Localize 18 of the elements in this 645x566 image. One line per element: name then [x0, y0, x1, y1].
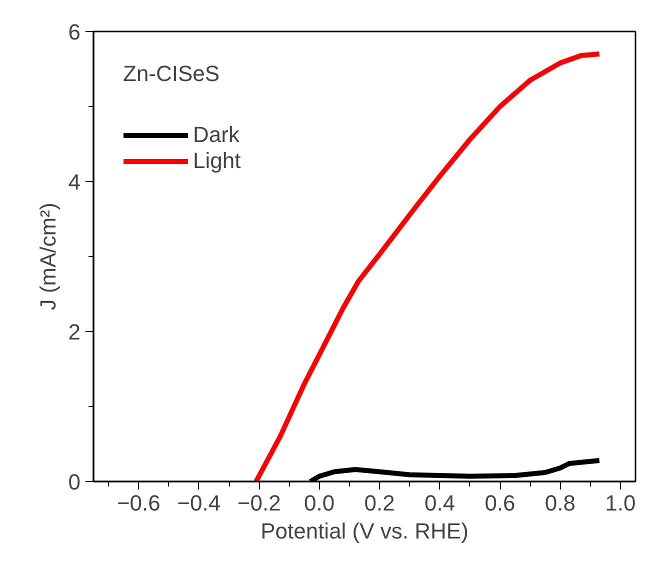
x-tick-label: 0.0 — [304, 490, 335, 516]
y-axis-title: J (mA/cm²) — [35, 202, 60, 310]
y-tick-label: 4 — [68, 170, 81, 194]
x-tick-label: 0.4 — [424, 490, 456, 516]
x-tick-label: 0.2 — [364, 490, 395, 516]
x-tick-label: 0.8 — [544, 490, 576, 516]
y-tick-label: 2 — [68, 320, 81, 344]
x-tick-label: −0.6 — [116, 490, 160, 516]
legend-title: Zn-CISeS — [123, 61, 221, 87]
x-tick-label: 1.0 — [605, 490, 636, 516]
x-tick-label: −0.4 — [177, 490, 221, 516]
x-axis-title: Potential (V vs. RHE) — [260, 518, 468, 544]
legend-label: Dark — [193, 122, 240, 148]
y-tick-label: 0 — [68, 470, 81, 494]
x-tick-label: 0.6 — [484, 490, 516, 516]
x-tick-label: −0.2 — [237, 490, 281, 516]
legend-label: Light — [193, 148, 241, 174]
y-tick-label: 6 — [68, 20, 81, 44]
